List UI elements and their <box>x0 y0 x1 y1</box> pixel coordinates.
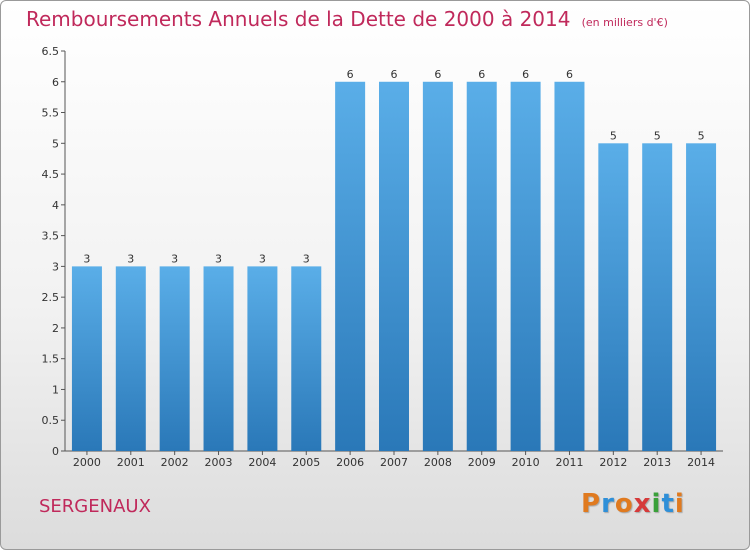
y-tick-label: 0.5 <box>42 414 60 427</box>
y-tick-label: 2 <box>52 322 59 335</box>
logo-letter: i <box>674 489 685 519</box>
data-label: 5 <box>698 129 705 142</box>
y-tick-label: 1 <box>52 383 59 396</box>
bar <box>422 81 453 452</box>
data-label: 3 <box>83 252 90 265</box>
y-tick-label: 3 <box>52 260 59 273</box>
x-tick-label: 2000 <box>73 456 101 469</box>
data-label: 5 <box>654 129 661 142</box>
logo-letter: P <box>581 489 602 519</box>
data-label: 6 <box>566 68 573 81</box>
data-label: 3 <box>127 252 134 265</box>
data-label: 6 <box>522 68 529 81</box>
y-tick-label: 5.5 <box>42 107 60 120</box>
bar <box>71 266 102 451</box>
logo-letter: r <box>601 489 615 519</box>
bar <box>379 81 409 452</box>
logo-letter: i <box>651 489 662 519</box>
chart-title-block: Remboursements Annuels de la Dette de 20… <box>26 7 668 31</box>
y-tick-label: 4 <box>52 199 59 212</box>
data-label: 3 <box>303 252 310 265</box>
logo-letter: t <box>661 489 675 519</box>
x-tick-label: 2004 <box>248 456 276 469</box>
bar <box>466 81 497 452</box>
x-tick-label: 2010 <box>512 456 540 469</box>
x-tick-label: 2009 <box>468 456 496 469</box>
bar <box>598 143 629 452</box>
x-tick-label: 2001 <box>117 456 145 469</box>
x-tick-label: 2011 <box>555 456 583 469</box>
bar <box>642 143 673 452</box>
bar <box>115 266 146 451</box>
data-label: 6 <box>391 68 398 81</box>
y-tick-label: 4.5 <box>42 168 60 181</box>
y-tick-label: 0 <box>52 445 59 458</box>
bar <box>686 143 717 452</box>
data-label: 6 <box>478 68 485 81</box>
x-tick-label: 2007 <box>380 456 408 469</box>
chart-title: Remboursements Annuels de la Dette de 20… <box>26 7 571 31</box>
data-label: 5 <box>610 129 617 142</box>
bar <box>247 266 278 451</box>
data-label: 6 <box>434 68 441 81</box>
y-tick-label: 5 <box>52 137 59 150</box>
x-tick-label: 2014 <box>687 456 715 469</box>
x-tick-label: 2005 <box>292 456 320 469</box>
commune-name: SERGENAUX <box>39 496 151 517</box>
y-tick-label: 6.5 <box>42 45 60 58</box>
proxiti-logo: Proxiti <box>581 489 685 519</box>
x-tick-label: 2013 <box>643 456 671 469</box>
data-label: 3 <box>259 252 266 265</box>
y-tick-label: 1.5 <box>42 353 60 366</box>
bar <box>203 266 234 451</box>
x-tick-label: 2008 <box>424 456 452 469</box>
bar <box>335 81 366 452</box>
data-label: 3 <box>215 252 222 265</box>
bar <box>554 81 585 452</box>
x-tick-label: 2012 <box>599 456 627 469</box>
data-label: 6 <box>347 68 354 81</box>
bar <box>291 266 322 451</box>
x-tick-label: 2006 <box>336 456 364 469</box>
data-label: 3 <box>171 252 178 265</box>
bar <box>510 81 541 452</box>
chart-subtitle: (en milliers d'€) <box>581 16 668 29</box>
logo-letter: x <box>633 489 652 519</box>
y-tick-label: 2.5 <box>42 291 60 304</box>
x-tick-label: 2003 <box>205 456 233 469</box>
bar <box>159 266 190 451</box>
y-tick-label: 6 <box>52 76 59 89</box>
x-tick-label: 2002 <box>161 456 189 469</box>
logo-letter: o <box>614 489 634 519</box>
y-tick-label: 3.5 <box>42 230 60 243</box>
